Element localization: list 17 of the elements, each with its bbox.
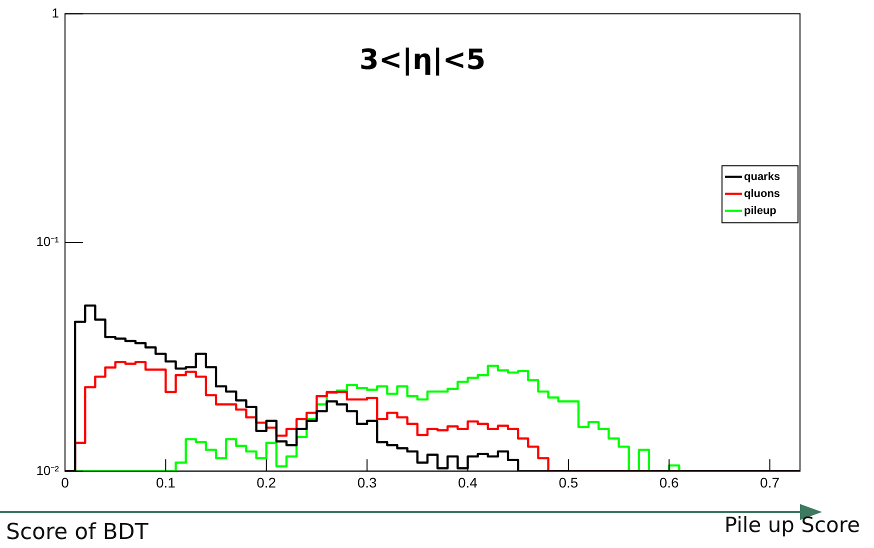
x-tick-label: 0.5 [558,474,578,490]
x-tick-label: 0 [61,474,70,490]
y-tick-label: 10⁻² [36,462,60,478]
x-tick-label: 0.7 [760,474,780,490]
text: Pile up Score [724,513,860,537]
x-tick-label: 0.4 [458,474,478,490]
y-tick-label: 10⁻¹ [36,234,60,250]
x-tick-label: 0.1 [156,474,176,490]
legend-label: pileup [744,204,777,217]
text: Score of BDT [6,520,148,545]
legend-label: quarks [744,170,780,183]
x-tick-label: 0.6 [659,474,680,490]
legend-label: qluons [744,188,780,200]
x-tick-label: 0.2 [256,474,276,490]
y-tick-label: 1 [52,5,59,20]
annotation: 3<|η|<5 [359,43,486,76]
x-tick-label: 0.3 [357,474,377,490]
